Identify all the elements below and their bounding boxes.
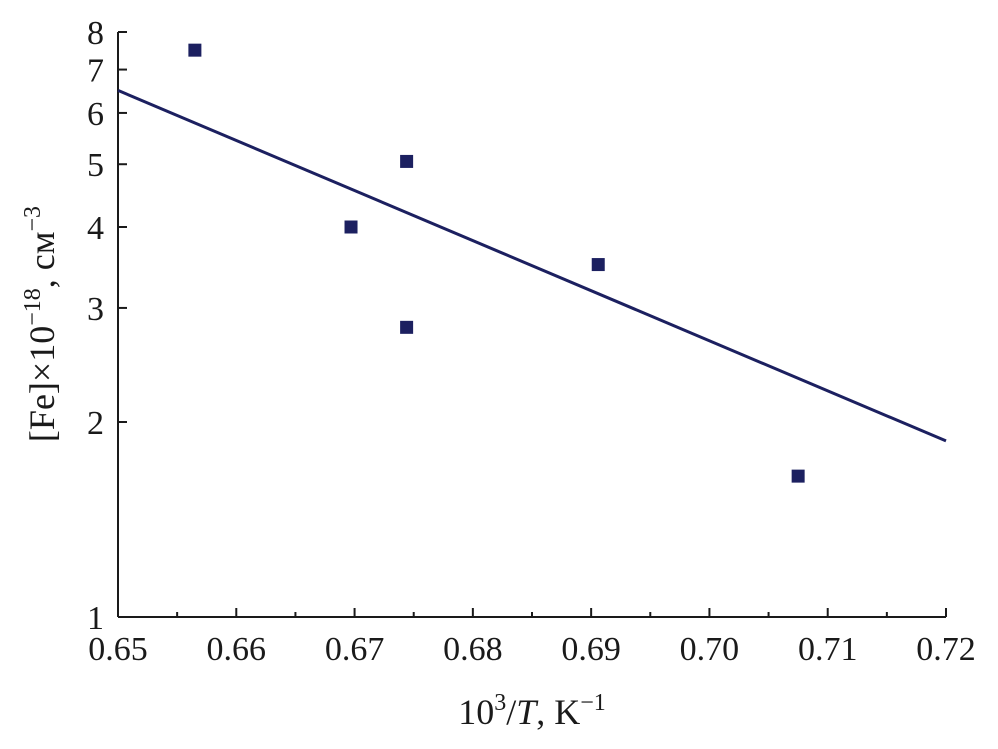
axes: [117, 32, 946, 618]
x-tick-label: 0.70: [680, 631, 740, 668]
y-tick-label: 1: [87, 600, 104, 637]
x-tick-label: 0.66: [207, 631, 267, 668]
y-tick-label: 6: [87, 96, 104, 133]
data-point: [400, 154, 414, 168]
x-tick-label: 0.65: [88, 631, 148, 668]
x-tick-label: 0.72: [916, 631, 976, 668]
fit-line: [117, 89, 947, 443]
x-tick-label: 0.69: [561, 631, 621, 668]
x-tick-label: 0.71: [798, 631, 858, 668]
y-tick-label: 8: [87, 15, 104, 52]
y-tick-label: 4: [87, 210, 104, 247]
y-axis-title: [Fe]×10−18, см−3: [20, 206, 62, 442]
y-tick-label: 2: [87, 405, 104, 442]
x-tick-label: 0.68: [443, 631, 503, 668]
data-point: [344, 220, 358, 234]
x-tick-label: 0.67: [325, 631, 385, 668]
data-point: [400, 320, 414, 334]
x-ticks: 0.65 0.66 0.67 0.68 0.69 0.70 0.71 0.72: [88, 608, 976, 668]
y-ticks: 1 2 3 4 5 6 78: [87, 15, 127, 637]
y-tick-label: 3: [87, 291, 104, 328]
data-point: [791, 469, 805, 483]
y-tick-label: 5: [87, 147, 104, 184]
x-axis-title: 103/T, K−1: [458, 690, 606, 732]
series-layer: [117, 43, 947, 483]
data-point: [591, 258, 605, 272]
data-point: [188, 43, 202, 57]
y-tick-label: 7: [87, 53, 104, 90]
